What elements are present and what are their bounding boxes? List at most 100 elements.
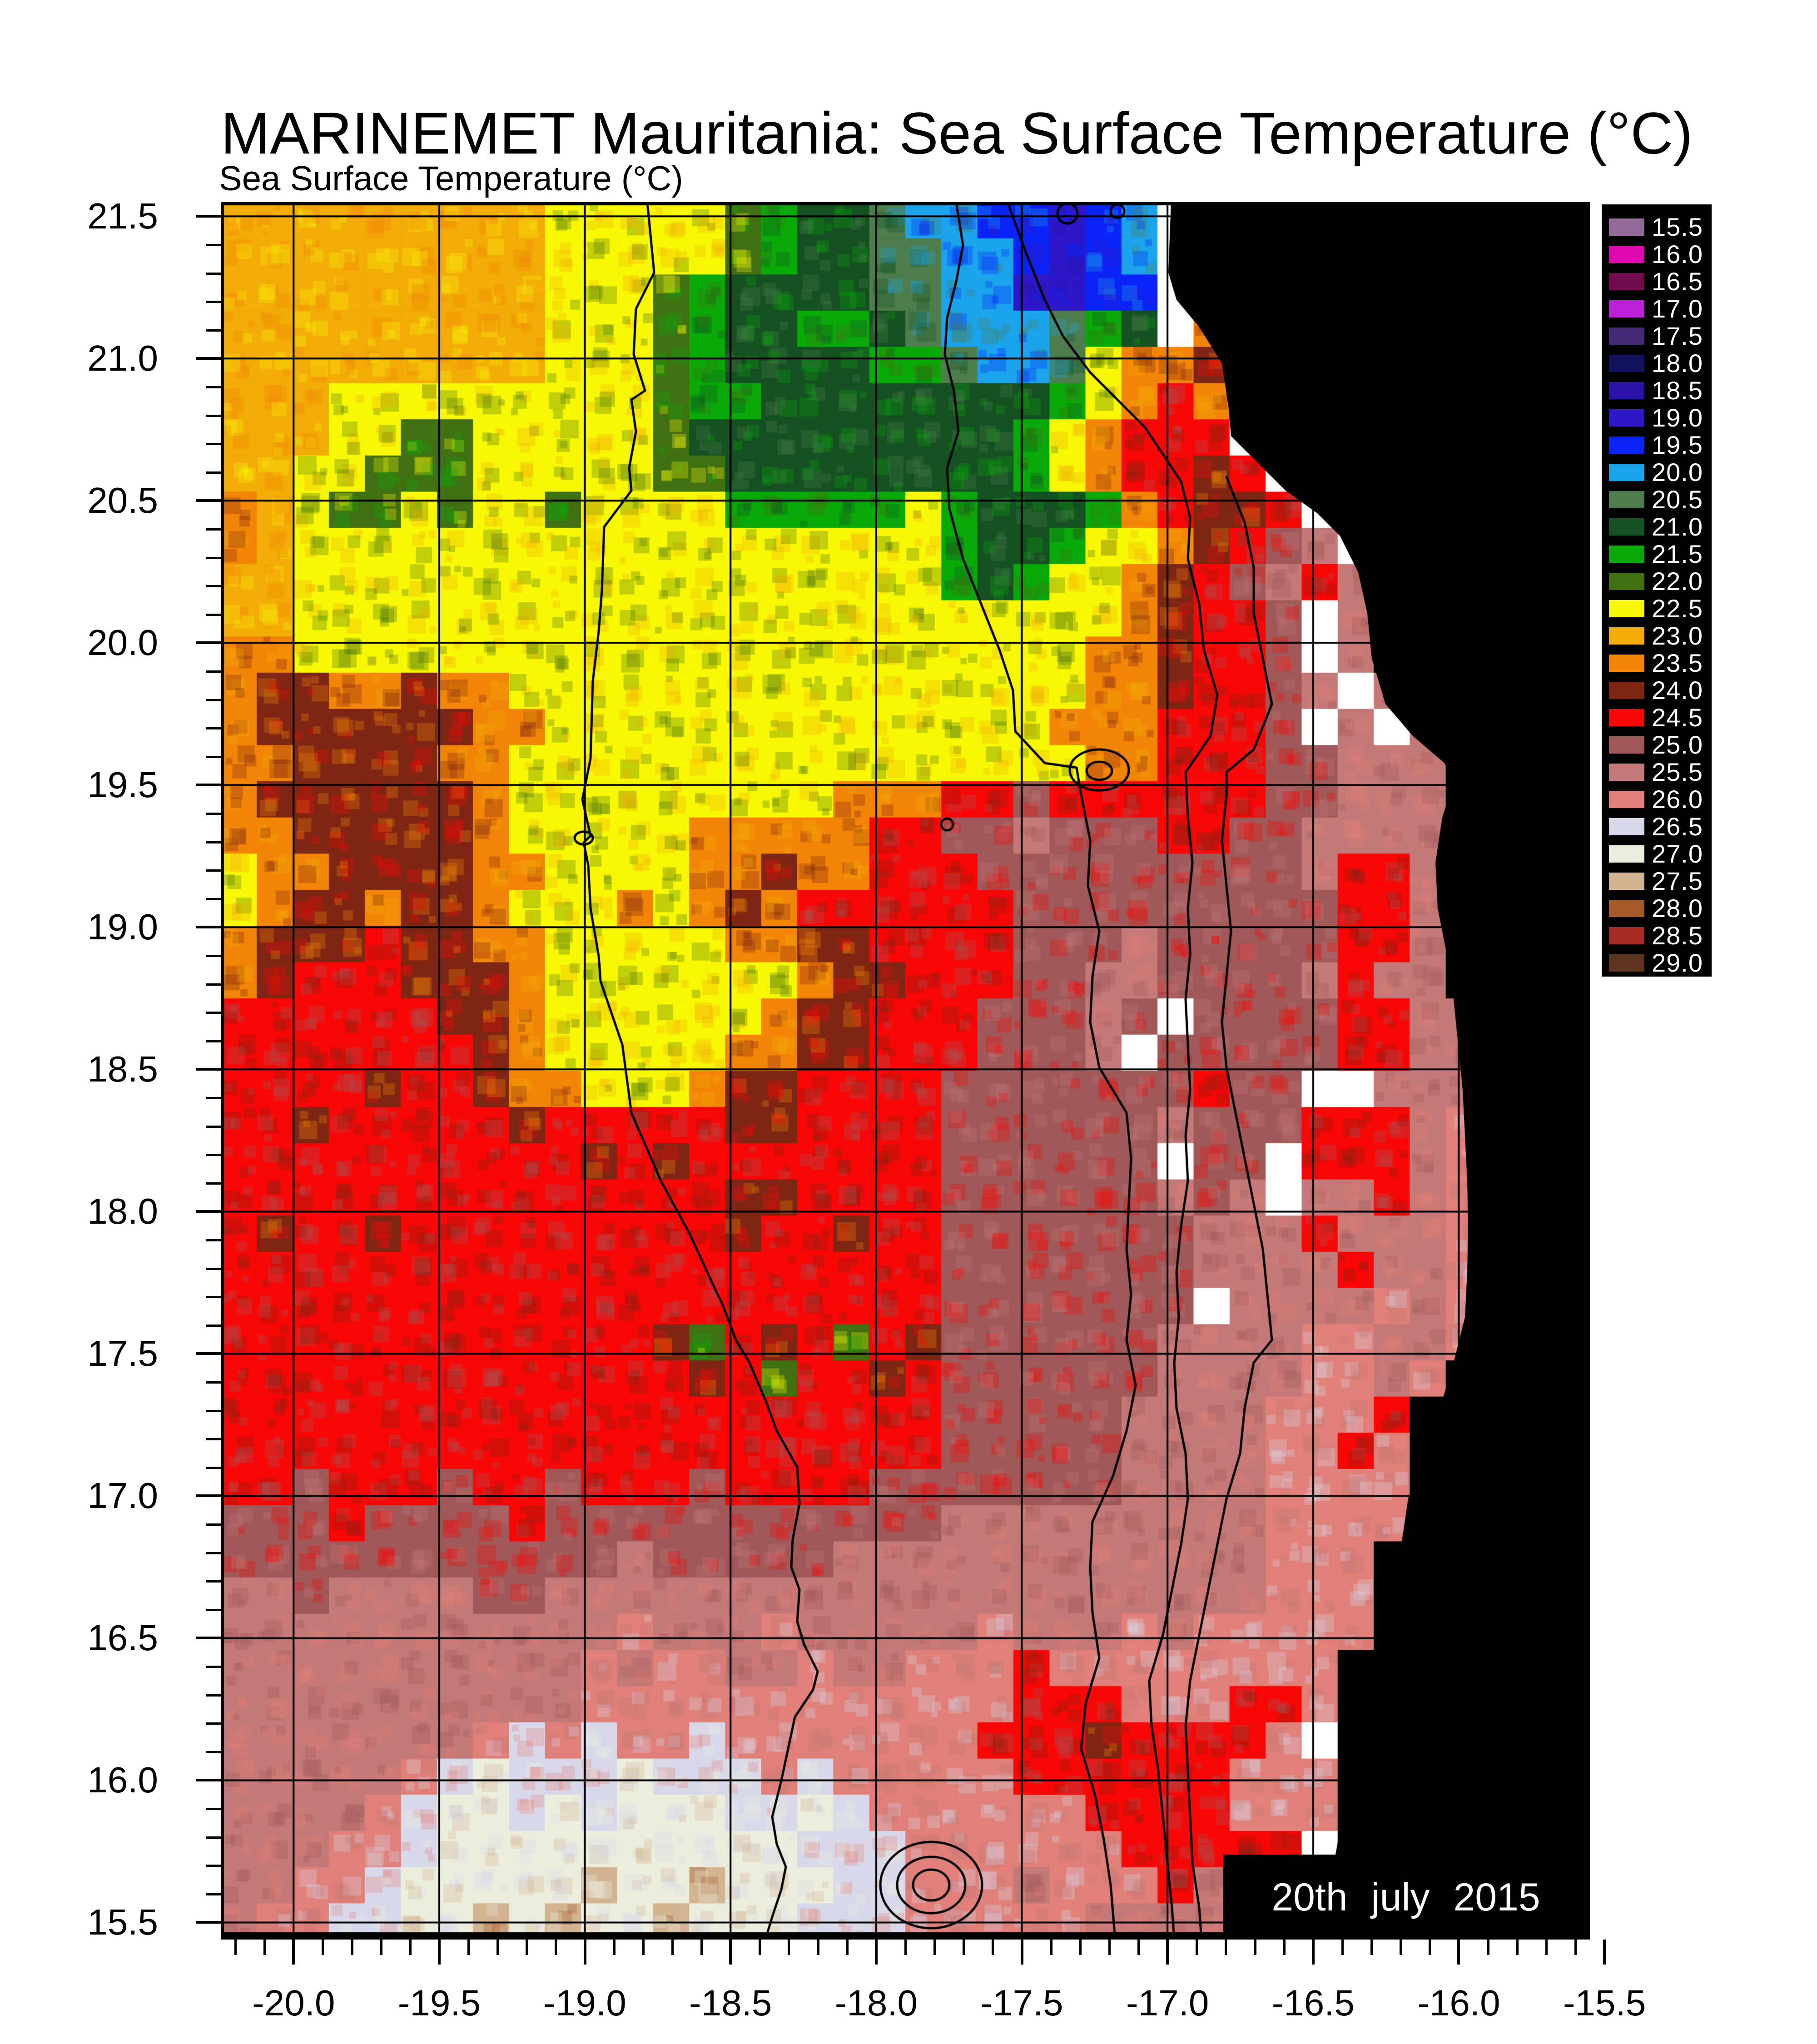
y-axis-label: 16.5 bbox=[87, 1617, 158, 1658]
x-minor-tick bbox=[234, 1940, 237, 1955]
y-axis-label: 19.0 bbox=[87, 907, 158, 948]
legend-value-label: 28.0 bbox=[1652, 894, 1703, 923]
y-minor-tick bbox=[206, 1552, 221, 1554]
legend-color-swatch bbox=[1609, 682, 1644, 699]
y-axis-label: 18.5 bbox=[87, 1049, 158, 1090]
x-major-tick bbox=[1457, 1940, 1460, 1965]
y-minor-tick bbox=[206, 727, 221, 730]
legend-color-swatch bbox=[1609, 573, 1644, 590]
y-minor-tick bbox=[206, 272, 221, 275]
x-minor-tick bbox=[1137, 1940, 1140, 1955]
legend-value-label: 17.5 bbox=[1652, 322, 1703, 350]
legend-row: 22.0 bbox=[1602, 568, 1712, 595]
y-axis-label: 15.5 bbox=[87, 1902, 158, 1943]
y-minor-tick bbox=[206, 1893, 221, 1895]
legend-color-swatch bbox=[1609, 437, 1644, 454]
legend-color-swatch bbox=[1609, 546, 1644, 563]
y-major-tick bbox=[196, 1352, 221, 1355]
x-minor-tick bbox=[846, 1940, 849, 1955]
legend-row: 28.0 bbox=[1602, 895, 1712, 922]
legend-color-swatch bbox=[1609, 818, 1644, 835]
x-minor-tick bbox=[759, 1940, 761, 1955]
x-minor-tick bbox=[263, 1940, 266, 1955]
x-minor-tick bbox=[992, 1940, 994, 1955]
y-minor-tick bbox=[206, 1523, 221, 1526]
y-major-tick bbox=[196, 1921, 221, 1924]
y-minor-tick bbox=[206, 1722, 221, 1725]
y-minor-tick bbox=[206, 983, 221, 986]
y-minor-tick bbox=[206, 1808, 221, 1811]
x-axis-label: -19.0 bbox=[543, 1983, 626, 2023]
x-major-tick bbox=[292, 1940, 295, 1965]
x-major-tick bbox=[1166, 1940, 1169, 1965]
x-major-tick bbox=[729, 1940, 732, 1965]
y-minor-tick bbox=[206, 1040, 221, 1042]
y-minor-tick bbox=[206, 755, 221, 758]
x-minor-tick bbox=[1196, 1940, 1198, 1955]
x-minor-tick bbox=[788, 1940, 790, 1955]
x-axis-label: -15.5 bbox=[1563, 1983, 1646, 2023]
legend-row: 26.0 bbox=[1602, 786, 1712, 813]
legend-color-swatch bbox=[1609, 954, 1644, 972]
legend-row: 16.5 bbox=[1602, 268, 1712, 295]
legend-value-label: 19.0 bbox=[1652, 403, 1703, 432]
temperature-legend: 15.5 16.0 16.5 17.0 17.5 18.0 18.5 19.0 19.5 20.0… bbox=[1602, 204, 1712, 977]
x-minor-tick bbox=[1545, 1940, 1548, 1955]
x-axis-label: -17.5 bbox=[980, 1983, 1063, 2023]
y-minor-tick bbox=[206, 1438, 221, 1441]
legend-row: 21.0 bbox=[1602, 513, 1712, 541]
legend-row: 18.0 bbox=[1602, 350, 1712, 377]
legend-value-label: 26.5 bbox=[1652, 812, 1703, 841]
y-major-tick bbox=[196, 499, 221, 502]
legend-value-label: 15.5 bbox=[1652, 213, 1703, 241]
y-minor-tick bbox=[206, 812, 221, 815]
y-minor-tick bbox=[206, 1409, 221, 1412]
date-label: 20th july 2015 bbox=[1271, 1875, 1540, 1919]
legend-row: 16.0 bbox=[1602, 241, 1712, 268]
y-minor-tick bbox=[206, 556, 221, 559]
legend-value-label: 28.5 bbox=[1652, 921, 1703, 950]
legend-row: 15.5 bbox=[1602, 213, 1712, 241]
legend-row: 19.0 bbox=[1602, 404, 1712, 432]
y-minor-tick bbox=[206, 329, 221, 332]
legend-color-swatch bbox=[1609, 273, 1644, 290]
y-minor-tick bbox=[206, 1608, 221, 1611]
x-axis-label: -18.0 bbox=[834, 1983, 918, 2023]
legend-value-label: 26.0 bbox=[1652, 785, 1703, 814]
y-major-tick bbox=[196, 1210, 221, 1213]
x-minor-tick bbox=[380, 1940, 382, 1955]
legend-value-label: 16.0 bbox=[1652, 240, 1703, 268]
y-minor-tick bbox=[206, 898, 221, 900]
x-axis-label: -19.5 bbox=[397, 1983, 481, 2023]
y-major-tick bbox=[196, 1637, 221, 1640]
legend-value-label: 21.5 bbox=[1652, 540, 1703, 568]
legend-color-swatch bbox=[1609, 327, 1644, 345]
y-minor-tick bbox=[206, 670, 221, 673]
legend-color-swatch bbox=[1609, 709, 1644, 726]
x-minor-tick bbox=[1341, 1940, 1344, 1955]
x-minor-tick bbox=[963, 1940, 965, 1955]
legend-value-label: 27.0 bbox=[1652, 839, 1703, 868]
legend-color-swatch bbox=[1609, 655, 1644, 672]
y-minor-tick bbox=[206, 1836, 221, 1839]
y-axis-label: 17.0 bbox=[87, 1475, 158, 1516]
legend-color-swatch bbox=[1609, 464, 1644, 481]
x-minor-tick bbox=[933, 1940, 936, 1955]
y-minor-tick bbox=[206, 1865, 221, 1867]
legend-color-swatch bbox=[1609, 927, 1644, 944]
y-major-tick bbox=[196, 1494, 221, 1498]
x-axis-label: -18.5 bbox=[689, 1983, 772, 2023]
legend-value-label: 24.5 bbox=[1652, 703, 1703, 732]
x-minor-tick bbox=[1429, 1940, 1431, 1955]
x-minor-tick bbox=[1079, 1940, 1082, 1955]
x-axis-label: -17.0 bbox=[1126, 1983, 1209, 2023]
legend-color-swatch bbox=[1609, 300, 1644, 318]
legend-row: 27.0 bbox=[1602, 840, 1712, 868]
x-minor-tick bbox=[1254, 1940, 1256, 1955]
y-minor-tick bbox=[206, 386, 221, 388]
x-minor-tick bbox=[1400, 1940, 1402, 1955]
legend-value-label: 25.0 bbox=[1652, 730, 1703, 759]
y-minor-tick bbox=[206, 869, 221, 872]
y-minor-tick bbox=[206, 471, 221, 474]
y-minor-tick bbox=[206, 1267, 221, 1270]
